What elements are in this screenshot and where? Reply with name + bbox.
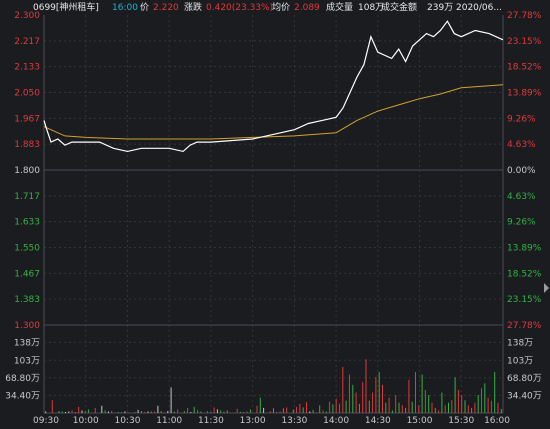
- amount-label: 成交金额: [381, 1, 417, 13]
- vol-tick-right: 138万: [507, 338, 533, 348]
- x-tick: 10:00: [73, 416, 99, 425]
- y-tick-left: 1.300: [14, 321, 40, 331]
- header-change: 0.420(23.33%): [206, 3, 273, 13]
- y-tick-right: 18.52%: [507, 269, 542, 279]
- x-tick: 14:00: [323, 416, 349, 425]
- y-tick-right: 9.26%: [507, 218, 536, 228]
- y-tick-right: 23.15%: [507, 295, 542, 305]
- x-tick: 14:30: [365, 416, 391, 425]
- y-tick-left: 1.383: [14, 295, 40, 305]
- y-tick-left: 2.133: [14, 63, 40, 73]
- price-line: [43, 20, 504, 153]
- y-tick-left: 1.467: [14, 269, 40, 279]
- vol-tick-right: 68.80万: [507, 374, 542, 384]
- header-amount: 239万: [427, 3, 453, 13]
- y-tick-right: 13.89%: [507, 244, 542, 254]
- header-volume: 108万: [358, 3, 384, 13]
- avg-price-line: [43, 84, 504, 140]
- y-tick-right: 18.52%: [507, 63, 542, 73]
- y-tick-right: 23.15%: [507, 37, 542, 47]
- header-price: 2.220: [153, 3, 179, 13]
- scroll-right-icon[interactable]: [544, 283, 549, 293]
- x-tick: 13:00: [240, 416, 266, 425]
- y-tick-left: 2.300: [14, 11, 40, 21]
- header-date: 2020/06...: [456, 3, 502, 13]
- y-tick-left: 2.217: [14, 37, 40, 47]
- y-tick-right: 9.26%: [507, 114, 536, 124]
- y-tick-right: 0.00%: [507, 166, 536, 176]
- y-tick-right: 4.63%: [507, 192, 536, 202]
- y-tick-right: 27.78%: [507, 321, 542, 331]
- x-tick: 11:00: [156, 416, 182, 425]
- avg-label: 均价: [272, 1, 290, 13]
- vol-tick-right: 34.40万: [507, 391, 542, 401]
- vol-tick-left: 138万: [14, 338, 40, 348]
- x-tick: 09:30: [33, 416, 59, 425]
- y-tick-left: 1.800: [14, 166, 40, 176]
- x-tick: 13:30: [281, 416, 307, 425]
- y-tick-left: 2.050: [14, 89, 40, 99]
- y-tick-left: 1.550: [14, 244, 40, 254]
- x-tick: 15:30: [448, 416, 474, 425]
- stock-name: 0699[神州租车]: [33, 1, 99, 13]
- y-tick-right: 27.78%: [507, 11, 542, 21]
- header-time: 16:00: [112, 3, 138, 13]
- volume-bars: [45, 359, 502, 413]
- price-label: 价: [140, 2, 149, 13]
- vol-tick-right: 103万: [507, 356, 533, 366]
- header-avg: 2.089: [294, 3, 320, 13]
- grid-lines: [43, 15, 504, 413]
- y-tick-left: 1.967: [14, 114, 40, 124]
- y-tick-right: 13.89%: [507, 89, 542, 99]
- y-tick-left: 1.633: [14, 218, 40, 228]
- x-tick: 15:00: [407, 416, 433, 425]
- volume-label: 成交量: [326, 1, 353, 13]
- vol-tick-left: 103万: [14, 356, 40, 366]
- x-tick: 11:30: [198, 416, 224, 425]
- change-label: 涨跌: [184, 2, 202, 13]
- y-tick-left: 1.717: [14, 192, 40, 202]
- x-tick: 10:30: [114, 416, 140, 425]
- vol-tick-left: 68.80万: [5, 374, 40, 384]
- y-tick-right: 4.63%: [507, 140, 536, 150]
- y-tick-left: 1.883: [14, 140, 40, 150]
- x-tick: 16:00: [484, 416, 510, 425]
- vol-tick-left: 34.40万: [5, 391, 40, 401]
